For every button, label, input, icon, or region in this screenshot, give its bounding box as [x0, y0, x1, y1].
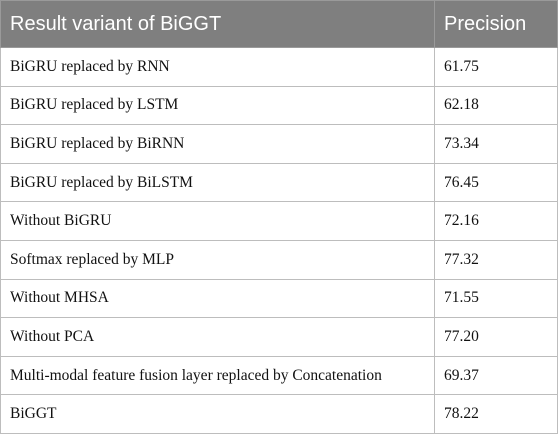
variant-cell: Without BiGRU — [0, 201, 435, 241]
table-row: BiGRU replaced by BiLSTM 76.45 — [0, 162, 558, 203]
table-row: Without MHSA 71.55 — [0, 278, 558, 319]
table-body: BiGRU replaced by RNN 61.75 BiGRU replac… — [0, 47, 558, 434]
column-header-precision: Precision — [434, 0, 558, 48]
variant-cell: BiGRU replaced by BiLSTM — [0, 162, 435, 203]
table-row: BiGRU replaced by BiRNN 73.34 — [0, 124, 558, 164]
variant-cell: BiGRU replaced by RNN — [0, 47, 435, 87]
column-header-variant: Result variant of BiGGT — [0, 0, 435, 48]
variant-cell: Without PCA — [0, 317, 435, 357]
precision-cell: 61.75 — [434, 47, 558, 87]
precision-cell: 77.32 — [434, 239, 558, 280]
table-row: BiGRU replaced by LSTM 62.18 — [0, 85, 558, 126]
variant-cell: BiGGT — [0, 394, 435, 434]
precision-cell: 72.16 — [434, 201, 558, 241]
table-row: Multi-modal feature fusion layer replace… — [0, 355, 558, 396]
variant-cell: BiGRU replaced by BiRNN — [0, 124, 435, 164]
variant-cell: Softmax replaced by MLP — [0, 239, 435, 280]
precision-cell: 71.55 — [434, 278, 558, 319]
precision-cell: 76.45 — [434, 162, 558, 203]
table-row: Without BiGRU 72.16 — [0, 201, 558, 241]
header-row: Result variant of BiGGT Precision — [0, 0, 558, 48]
table-header: Result variant of BiGGT Precision — [0, 0, 558, 48]
variant-cell: BiGRU replaced by LSTM — [0, 85, 435, 126]
table-row: Softmax replaced by MLP 77.32 — [0, 239, 558, 280]
table-row: Without PCA 77.20 — [0, 317, 558, 357]
precision-cell: 73.34 — [434, 124, 558, 164]
variant-cell: Multi-modal feature fusion layer replace… — [0, 355, 435, 396]
precision-cell: 62.18 — [434, 85, 558, 126]
precision-cell: 78.22 — [434, 394, 558, 434]
variant-cell: Without MHSA — [0, 278, 435, 319]
table-row: BiGRU replaced by RNN 61.75 — [0, 47, 558, 87]
precision-cell: 77.20 — [434, 317, 558, 357]
table-row: BiGGT 78.22 — [0, 394, 558, 434]
precision-cell: 69.37 — [434, 355, 558, 396]
